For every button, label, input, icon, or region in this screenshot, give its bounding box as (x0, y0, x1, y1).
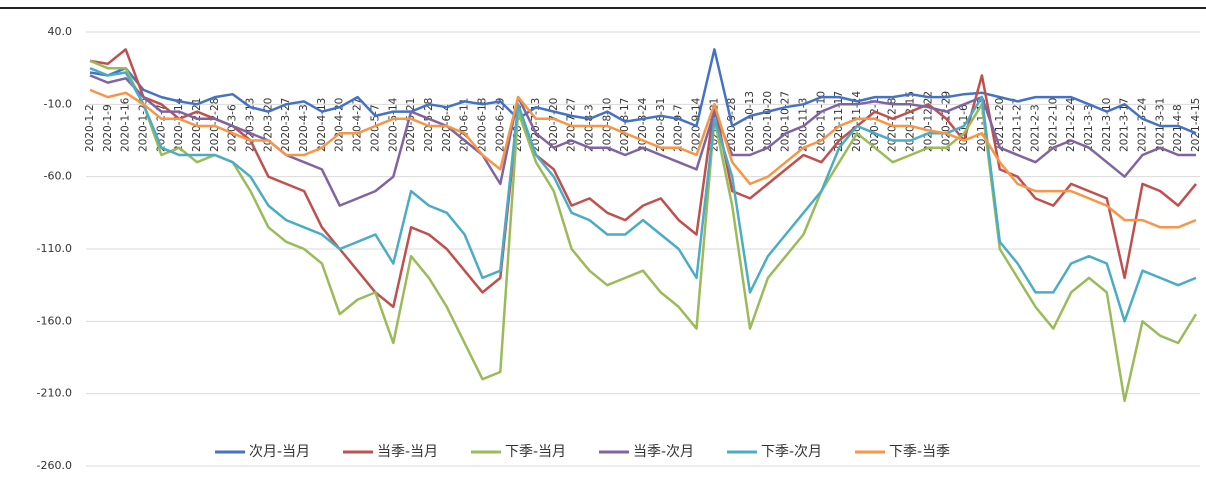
series-line (89, 88, 1197, 229)
x-tick-label: 2020-12-15 (905, 91, 917, 152)
x-tick-label: 2020-4-27 (352, 98, 364, 152)
x-tick-label: 2021-3-3 (1083, 104, 1095, 152)
x-tick-label: 2020-4-20 (334, 98, 346, 152)
legend-label: 当季-当月 (377, 444, 438, 460)
x-tick-label: 2020-1-16 (120, 97, 132, 152)
x-tick-label: 2020-10-13 (744, 91, 756, 152)
x-tick-label: 2020-4-3 (298, 104, 310, 152)
series-line (89, 48, 1197, 309)
y-tick-label: -10.0 (44, 97, 72, 110)
x-tick-label: 2020-12-29 (940, 91, 952, 152)
series-line (89, 67, 1197, 323)
x-tick-label: 2021-4-15 (1190, 98, 1202, 152)
x-tick-label: 2020-12-1 (869, 98, 881, 152)
x-tick-label: 2020-8-31 (655, 98, 667, 152)
x-tick-label: 2020-3-27 (280, 98, 292, 152)
y-tick-label: -260.0 (37, 459, 72, 472)
x-tick-label: 2020-8-17 (619, 98, 631, 152)
x-tick-label: 2020-3-6 (227, 104, 239, 152)
x-tick-label: 2021-1-27 (1012, 98, 1024, 152)
legend-label: 当季-次月 (633, 444, 694, 460)
x-tick-label: 2020-7-13 (530, 98, 542, 152)
x-tick-label: 2021-4-8 (1172, 104, 1184, 152)
x-tick-label: 2020-9-7 (673, 104, 685, 152)
legend-label: 下季-当月 (505, 444, 566, 460)
y-tick-label: -160.0 (37, 314, 72, 327)
x-tick-label: 2020-1-9 (102, 104, 114, 152)
x-tick-label: 2020-6-4 (441, 104, 453, 152)
x-tick-label: 2020-2-14 (173, 97, 185, 152)
y-tick-label: -210.0 (37, 387, 72, 400)
y-tick-label: -60.0 (44, 170, 72, 183)
x-tick-label: 2021-3-10 (1101, 98, 1113, 152)
series-line (89, 59, 1198, 403)
x-tick-label: 2020-8-24 (637, 97, 649, 152)
x-tick-label: 2020-1-2 (84, 104, 96, 152)
x-tick-label: 2021-2-24 (1065, 97, 1077, 152)
legend-label: 次月-当月 (249, 444, 310, 460)
y-tick-label: 40.0 (48, 25, 73, 38)
y-tick-label: -110.0 (37, 242, 72, 255)
x-tick-label: 2021-2-3 (1029, 104, 1041, 152)
x-tick-label: 2020-6-29 (494, 98, 506, 152)
x-tick-label: 2020-10-27 (780, 91, 792, 152)
x-tick-label: 2021-3-17 (1119, 98, 1131, 152)
legend-label: 下季-当季 (889, 444, 950, 460)
legend-label: 下季-次月 (761, 444, 822, 460)
x-tick-label: 2020-5-14 (387, 97, 399, 152)
x-tick-label: 2020-10-20 (762, 91, 774, 152)
x-tick-label: 2020-6-18 (476, 98, 488, 152)
x-tick-label: 2021-3-24 (1136, 97, 1148, 152)
x-tick-label: 2021-2-10 (1047, 98, 1059, 152)
series-line (89, 48, 1197, 135)
x-tick-label: 2020-12-22 (922, 91, 934, 152)
